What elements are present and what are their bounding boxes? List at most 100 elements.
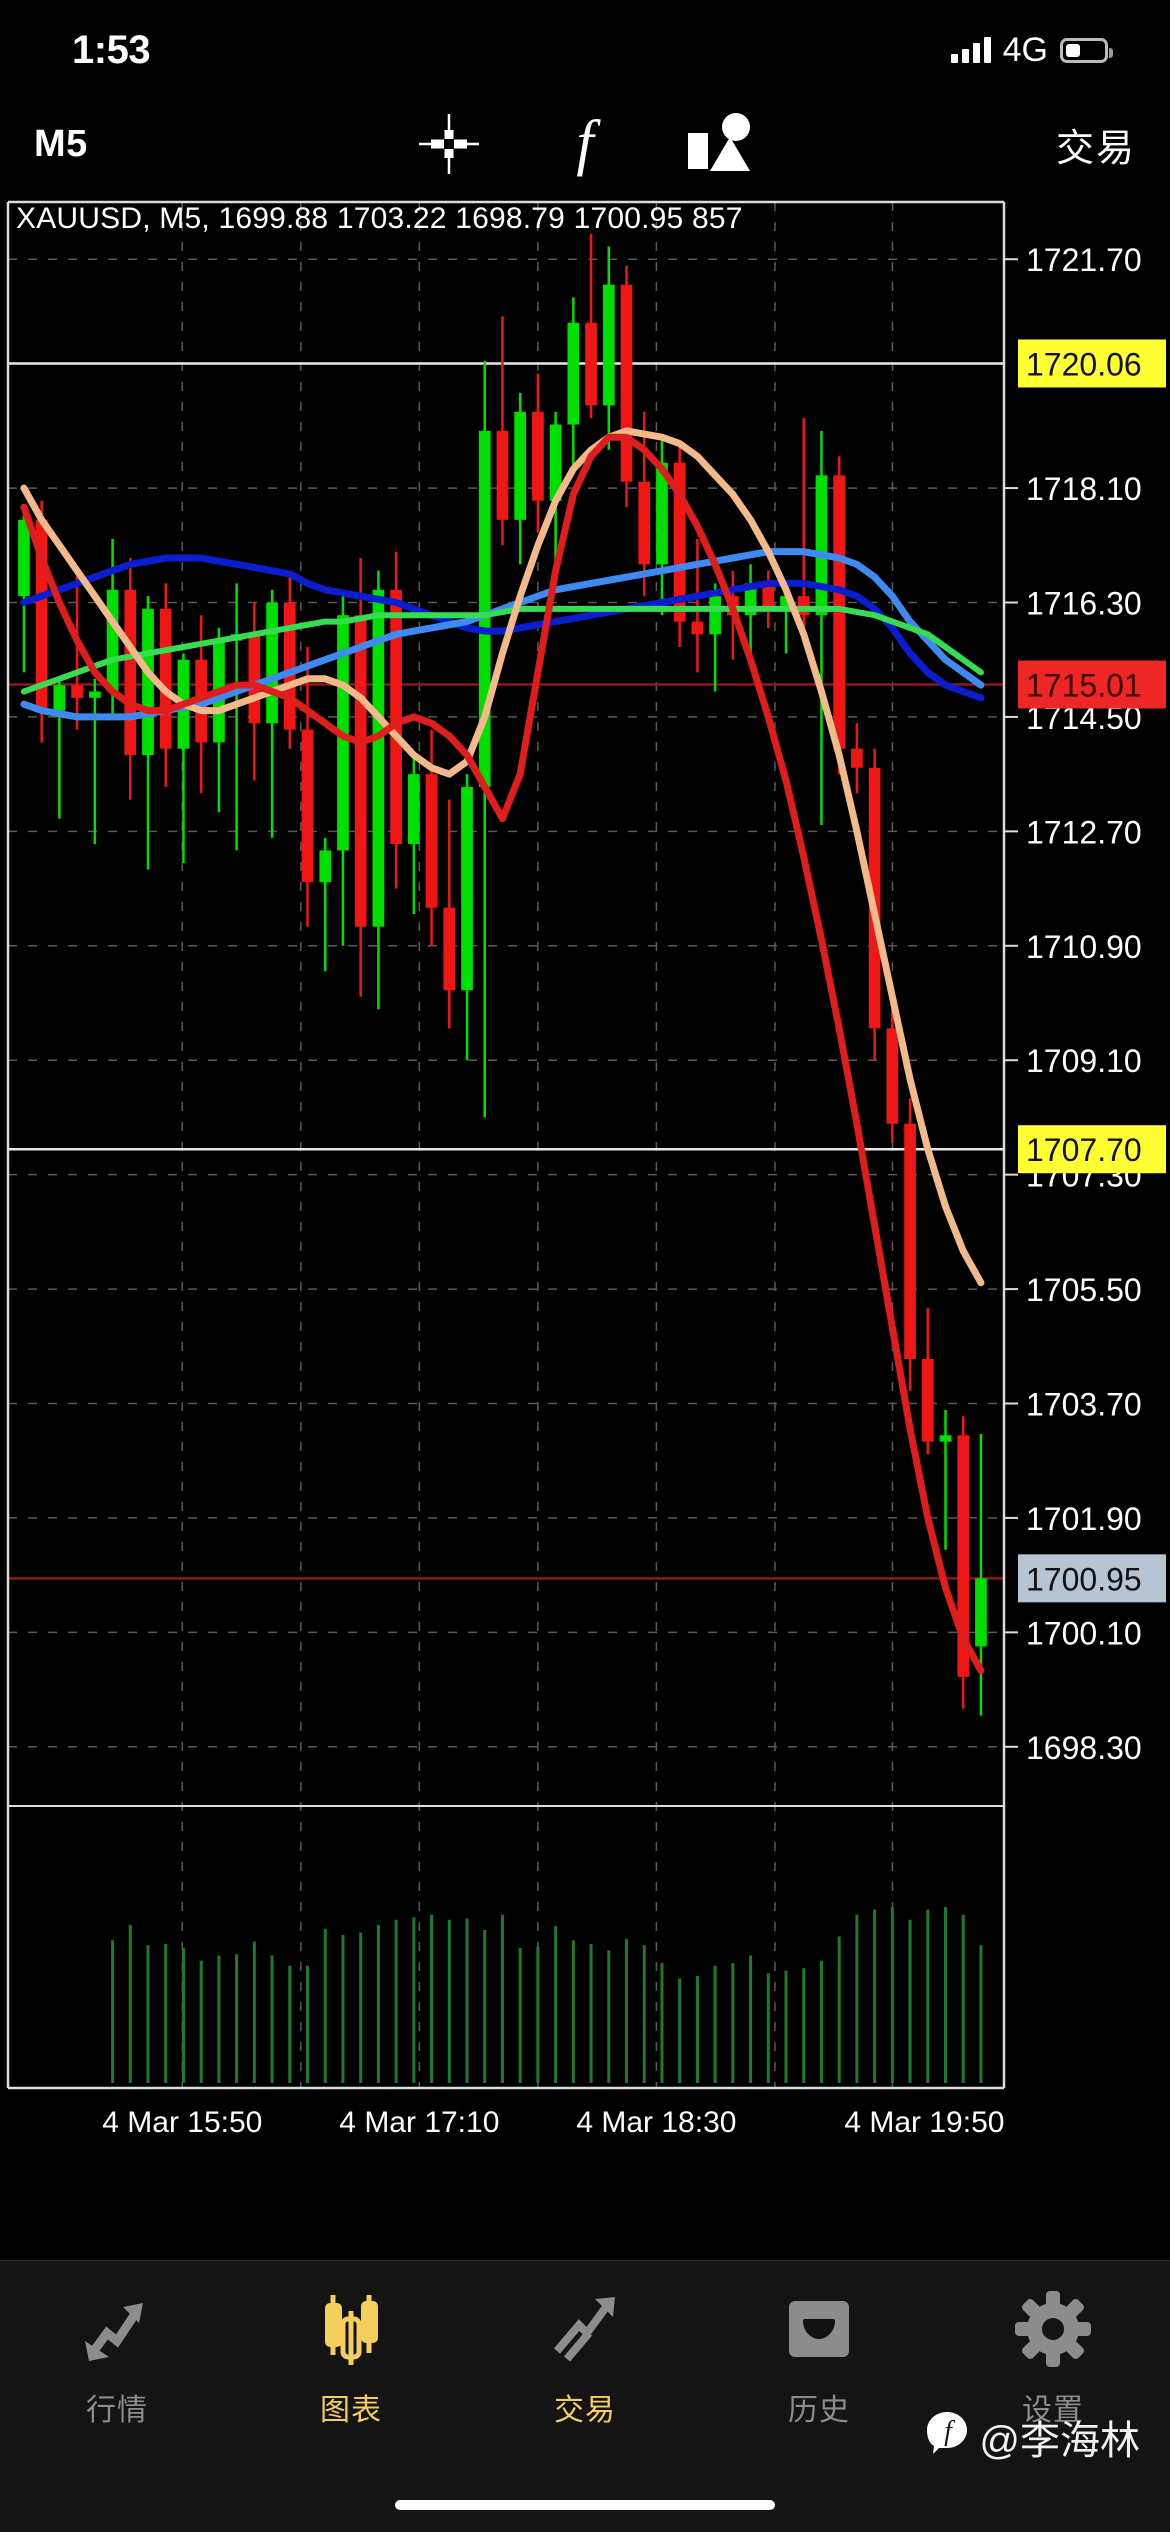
tab-quotes[interactable]: 行情 — [0, 2287, 234, 2429]
tab-trade[interactable]: 交易 — [468, 2287, 702, 2429]
candle-body — [142, 608, 154, 756]
candle-body — [283, 602, 296, 730]
price-tick-label: 1712.70 — [1026, 814, 1142, 850]
candle-body — [975, 1578, 987, 1647]
candle-body — [71, 685, 83, 698]
candle-body — [496, 430, 509, 520]
watermark-handle: @李海林 — [979, 2419, 1140, 2463]
tab-trade-label: 交易 — [554, 2394, 616, 2427]
function-f-icon[interactable]: f — [548, 107, 622, 181]
bid-label: 1700.95 — [1026, 1561, 1142, 1597]
candle-body — [301, 729, 314, 883]
time-axis-label: 4 Mar 17:10 — [339, 2106, 499, 2139]
candle-body — [939, 1435, 952, 1442]
candle-body — [443, 907, 456, 991]
candle-body — [372, 589, 385, 927]
app-logo-icon: f — [925, 2410, 969, 2464]
price-tick-label: 1698.30 — [1026, 1730, 1142, 1766]
candle-body — [620, 284, 633, 482]
candle-body — [514, 411, 527, 520]
crosshair-icon[interactable] — [412, 107, 486, 181]
candle-body — [567, 322, 580, 425]
candle-body — [904, 1123, 916, 1359]
chart-header-label: XAUUSD, M5, 1699.88 1703.22 1698.79 1700… — [16, 202, 743, 235]
time-axis-label: 4 Mar 19:50 — [844, 2106, 1004, 2139]
signal-bars-icon — [950, 37, 991, 63]
candle-body — [248, 634, 261, 724]
status-bar: 1:53 4G — [0, 0, 1170, 100]
chart-background — [0, 188, 1170, 2198]
price-tick-label: 1710.90 — [1026, 929, 1142, 965]
candle-body — [18, 519, 30, 597]
tab-charts-label: 图表 — [320, 2394, 382, 2427]
network-type-label: 4G — [1002, 30, 1048, 69]
candle-body — [921, 1359, 934, 1442]
level-label: 1707.70 — [1026, 1132, 1142, 1168]
candle-body — [549, 424, 562, 501]
candle-body — [673, 462, 686, 622]
candle-body — [851, 748, 863, 768]
candle-body — [957, 1435, 970, 1677]
ma-red — [20, 433, 985, 1674]
trade-button[interactable]: 交易 — [1055, 127, 1136, 170]
candle-body — [638, 481, 651, 565]
svg-text:f: f — [576, 109, 601, 177]
tab-settings-label: 设置 — [1022, 2394, 1084, 2427]
candle-body — [35, 519, 48, 711]
candle-body — [461, 786, 473, 991]
history-box-icon — [779, 2287, 859, 2371]
tab-quotes-label: 行情 — [86, 2394, 148, 2427]
price-tick-label: 1718.10 — [1026, 471, 1142, 507]
watermark: f @李海林 — [925, 2408, 1140, 2466]
candle-body — [709, 596, 721, 635]
chart-toolbar: M5 f 交易 — [0, 100, 1170, 188]
candle-body — [390, 589, 402, 845]
candle-body — [762, 583, 775, 609]
candle-body — [691, 621, 704, 635]
price-tick-label: 1700.10 — [1026, 1615, 1142, 1651]
price-tick-label: 1703.70 — [1026, 1387, 1142, 1423]
candle-body — [88, 691, 101, 698]
candle-body — [354, 615, 367, 927]
candle-body — [797, 596, 810, 616]
battery-icon — [1060, 37, 1113, 63]
candle-body — [266, 602, 278, 724]
candle-body — [319, 850, 332, 883]
quotes-arrows-icon — [77, 2287, 157, 2371]
tab-charts[interactable]: 图表 — [234, 2287, 468, 2429]
trend-arrow-icon — [545, 2287, 625, 2371]
candle-body — [106, 589, 119, 692]
timeframe-button[interactable]: M5 — [34, 122, 88, 165]
price-tick-label: 1721.70 — [1026, 242, 1142, 278]
toolbar-icon-group: f — [0, 107, 1170, 181]
ask-label: 1720.06 — [1026, 346, 1142, 382]
candle-body — [478, 430, 491, 787]
ma-green — [20, 605, 984, 695]
bottom-tab-bar: 行情 图表 交易 — [0, 2260, 1170, 2532]
candle-body — [886, 1028, 899, 1124]
chart-objects-icon[interactable] — [684, 107, 758, 181]
chart-area[interactable]: 1721.70 1718.10 1716.30 1714.50 1712.70 1710.… — [0, 188, 1170, 2198]
time-axis-label: 4 Mar 18:30 — [576, 2106, 736, 2139]
candle-body — [815, 475, 828, 616]
tab-settings[interactable]: 设置 — [936, 2287, 1170, 2429]
sl-label-bg — [1018, 660, 1166, 709]
candle-body — [124, 589, 137, 756]
ask-label-bg — [1018, 339, 1166, 388]
candle-body — [585, 322, 597, 406]
candle-body — [833, 475, 846, 749]
candle-body — [656, 462, 668, 565]
tab-history-label: 历史 — [788, 2394, 850, 2427]
candlesticks-icon — [311, 2287, 391, 2371]
candle-body — [532, 411, 544, 501]
price-tick-label: 1709.10 — [1026, 1043, 1142, 1079]
tab-history[interactable]: 历史 — [702, 2287, 936, 2429]
status-indicators: 4G — [950, 30, 1113, 70]
ma-navy — [20, 554, 985, 702]
price-chart[interactable]: 1721.701718.101716.301714.501712.701710.… — [0, 188, 1170, 2198]
sl-label: 1715.01 — [1026, 668, 1142, 704]
candle-body — [53, 685, 66, 711]
level-label-bg — [1018, 1125, 1166, 1174]
candle-body — [780, 596, 792, 609]
candle-body — [407, 774, 420, 845]
